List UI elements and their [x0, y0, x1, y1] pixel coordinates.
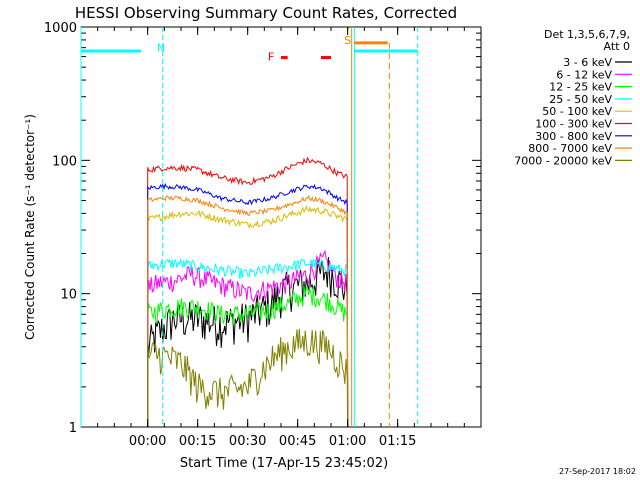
y-tick-label: 100: [52, 154, 77, 169]
legend-header-line-1: Det 1,3,5,6,7,9,: [544, 28, 630, 41]
x-tick-label: 01:15: [379, 434, 416, 449]
annotation-markers: N F S: [80, 27, 419, 427]
legend-label: 3 - 6 keV: [563, 56, 612, 69]
series-line: [147, 249, 349, 428]
footer-timestamp: 27-Sep-2017 18:02: [559, 467, 636, 476]
legend-label: 800 - 7000 keV: [528, 142, 612, 155]
series-line: [147, 194, 349, 428]
series-line: [147, 256, 349, 428]
legend-label: 50 - 100 keV: [542, 105, 612, 118]
series-line: [147, 257, 349, 428]
legend-label: 12 - 25 keV: [549, 81, 612, 94]
series-line: [147, 204, 349, 428]
chart-title: HESSI Observing Summary Count Rates, Cor…: [75, 4, 457, 22]
legend-label: 6 - 12 keV: [556, 68, 612, 81]
series-line: [147, 286, 349, 428]
series-line: [147, 156, 349, 428]
x-tick-label: 00:00: [129, 434, 166, 449]
y-tick-label: 1: [69, 421, 77, 436]
legend-header-line-2: Att 0: [604, 40, 630, 53]
y-axis: 1 10 100 1000: [44, 21, 481, 436]
series-line: [147, 182, 349, 428]
legend-label: 300 - 800 keV: [535, 130, 612, 143]
annotation-label: F: [268, 51, 274, 64]
legend-label: 100 - 300 keV: [535, 118, 612, 131]
legend-label: 7000 - 20000 keV: [514, 154, 612, 167]
y-tick-label: 10: [60, 288, 77, 303]
x-tick-label: 00:15: [179, 434, 216, 449]
x-tick-label: 00:45: [279, 434, 316, 449]
x-tick-label: 01:00: [329, 434, 366, 449]
annotation-label: N: [157, 42, 165, 55]
x-tick-label: 00:30: [229, 434, 266, 449]
plot-area: [147, 156, 349, 428]
x-axis-label: Start Time (17-Apr-15 23:45:02): [180, 456, 388, 471]
y-tick-label: 1000: [44, 21, 77, 36]
annotation-label: S: [344, 34, 351, 47]
y-axis-label: Corrected Count Rate (s⁻¹ detector⁻¹): [23, 114, 37, 340]
x-axis: 00:00 00:15 00:30 00:45 01:00 01:15: [80, 27, 482, 449]
series-line: [147, 328, 349, 428]
legend-label: 25 - 50 keV: [549, 93, 612, 106]
